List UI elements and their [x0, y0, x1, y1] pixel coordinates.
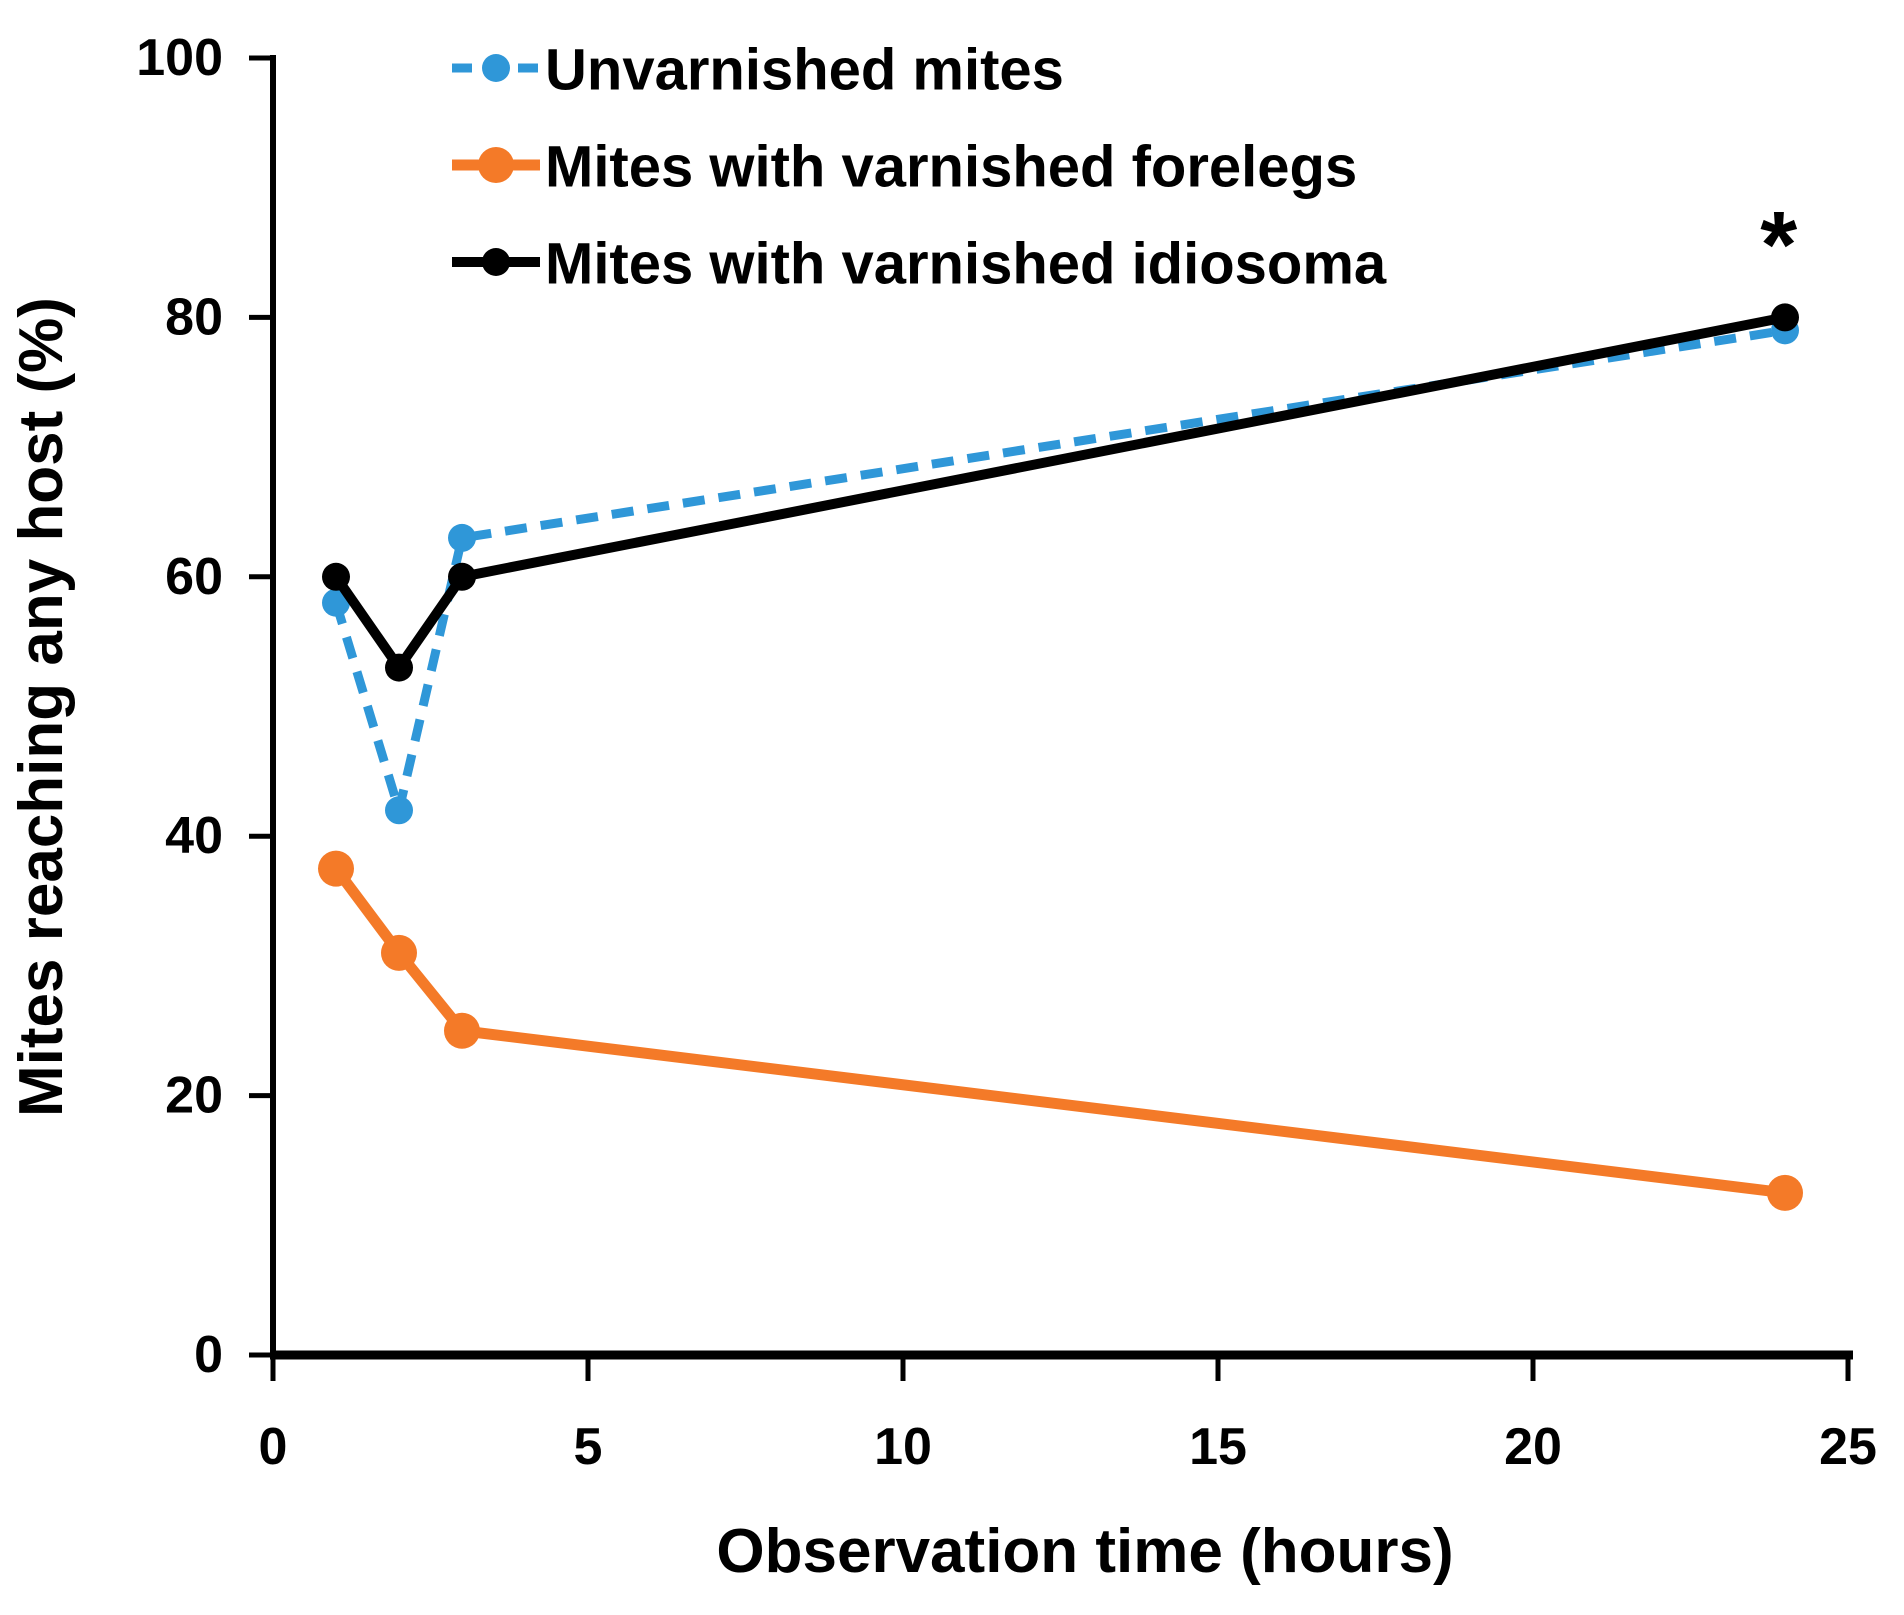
y-axis-title: Mites reaching any host (%) [7, 297, 76, 1117]
y-tick-label: 60 [165, 548, 223, 606]
data-point-series-2 [385, 653, 413, 682]
significance-asterisk: * [1760, 192, 1797, 298]
data-point-series-2 [448, 562, 476, 591]
series-line-1 [331, 865, 1786, 1199]
x-tick-label: 0 [259, 1418, 288, 1476]
legend-label-unvarnished-mites: Unvarnished mites [545, 38, 1064, 103]
legend: Unvarnished mites Mites with varnished f… [452, 38, 1387, 297]
legend-dot-1 [478, 147, 514, 183]
data-point-series-0 [448, 523, 476, 552]
y-tick-label: 40 [165, 807, 223, 865]
legend-marker-varnished-forelegs-icon [452, 147, 540, 183]
x-tick-label: 5 [574, 1418, 603, 1476]
data-point-series-1 [444, 1012, 480, 1049]
legend-dot-2 [482, 248, 510, 276]
x-tick-label: 25 [1819, 1418, 1877, 1476]
x-axis-title: Observation time (hours) [716, 1517, 1453, 1586]
legend-marker-unvarnished-mites-icon [452, 54, 540, 82]
data-point-series-1 [381, 934, 417, 971]
data-point-series-0 [322, 588, 350, 617]
legend-marker-varnished-idiosoma-icon [452, 248, 540, 276]
y-tick-label: 100 [136, 29, 223, 87]
y-tick-label: 20 [165, 1067, 223, 1125]
x-tick-label: 20 [1504, 1418, 1562, 1476]
data-point-series-0 [385, 796, 413, 825]
series-line-2 [331, 312, 1786, 673]
data-point-series-2 [1771, 303, 1799, 332]
x-tick-label: 10 [874, 1418, 932, 1476]
legend-dot-0 [482, 54, 510, 82]
x-tick-label: 15 [1189, 1418, 1247, 1476]
data-point-series-1 [1767, 1174, 1803, 1211]
legend-label-varnished-forelegs: Mites with varnished forelegs [545, 135, 1357, 200]
data-point-series-2 [322, 562, 350, 591]
legend-label-varnished-idiosoma: Mites with varnished idiosoma [545, 232, 1387, 297]
y-tick-label: 80 [165, 288, 223, 346]
data-point-series-1 [318, 850, 354, 887]
plot-area: 0 20 40 60 80 100 0 5 10 15 20 25 * [136, 29, 1877, 1476]
series-line-0 [331, 325, 1786, 815]
y-tick-label: 0 [194, 1326, 223, 1384]
